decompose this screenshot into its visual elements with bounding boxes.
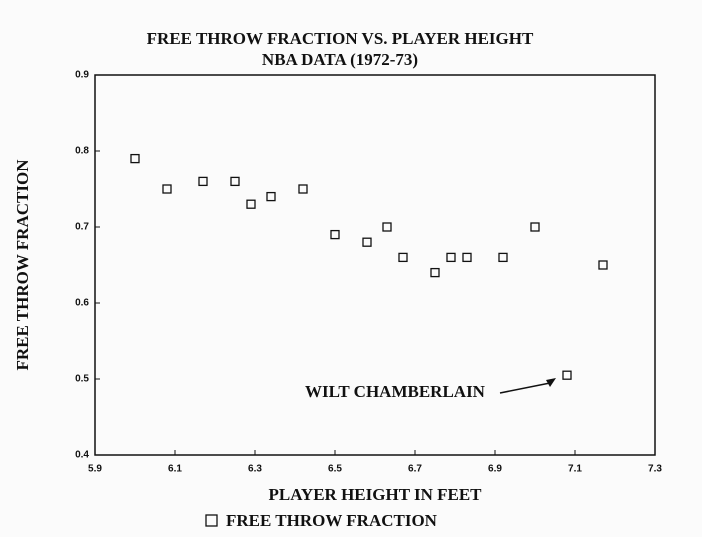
point: [298, 184, 308, 194]
point: [562, 370, 572, 380]
point: [198, 176, 208, 187]
point: [382, 222, 392, 232]
x-tick-label: 6.3: [248, 464, 262, 475]
point: [598, 260, 608, 270]
x-tick-label: 6.5: [328, 464, 342, 475]
legend-marker: [205, 514, 218, 527]
chart-subtitle: NBA DATA (1972-73): [262, 50, 418, 69]
x-tick-label: 7.3: [648, 464, 662, 475]
y-tick-label: 0.6: [75, 298, 89, 309]
point: [266, 191, 276, 202]
x-axis-label: PLAYER HEIGHT IN FEET: [268, 485, 482, 504]
point: [462, 252, 472, 263]
y-tick-label: 0.8: [75, 146, 89, 157]
x-tick-label: 6.9: [488, 464, 502, 475]
point: [130, 153, 140, 164]
point: [530, 222, 540, 232]
point: [446, 252, 456, 263]
x-tick-label: 6.1: [168, 464, 182, 475]
point: [230, 176, 240, 187]
point: [362, 237, 372, 247]
y-tick-label: 0.7: [75, 222, 89, 233]
plot-frame: [94, 74, 656, 456]
arrow-head: [546, 378, 556, 387]
point: [430, 267, 440, 278]
x-tick-label: 7.1: [568, 464, 582, 475]
chart-title: FREE THROW FRACTION VS. PLAYER HEIGHT: [147, 29, 534, 48]
x-tick-label: 6.7: [408, 464, 422, 475]
y-tick-label: 0.9: [75, 70, 89, 81]
y-axis-label: FREE THROW FRACTION: [13, 159, 32, 371]
point: [398, 252, 408, 263]
y-tick-label: 0.5: [75, 374, 89, 385]
annotation-arrow: [499, 382, 551, 394]
point: [162, 184, 172, 194]
x-tick-label: 5.9: [88, 464, 102, 475]
point: [330, 229, 340, 240]
annotation: WILT CHAMBERLAIN: [305, 382, 486, 401]
y-tick-label: 0.4: [75, 450, 89, 461]
legend-label: FREE THROW FRACTION: [226, 511, 438, 530]
point: [498, 252, 508, 263]
point: [246, 199, 256, 209]
